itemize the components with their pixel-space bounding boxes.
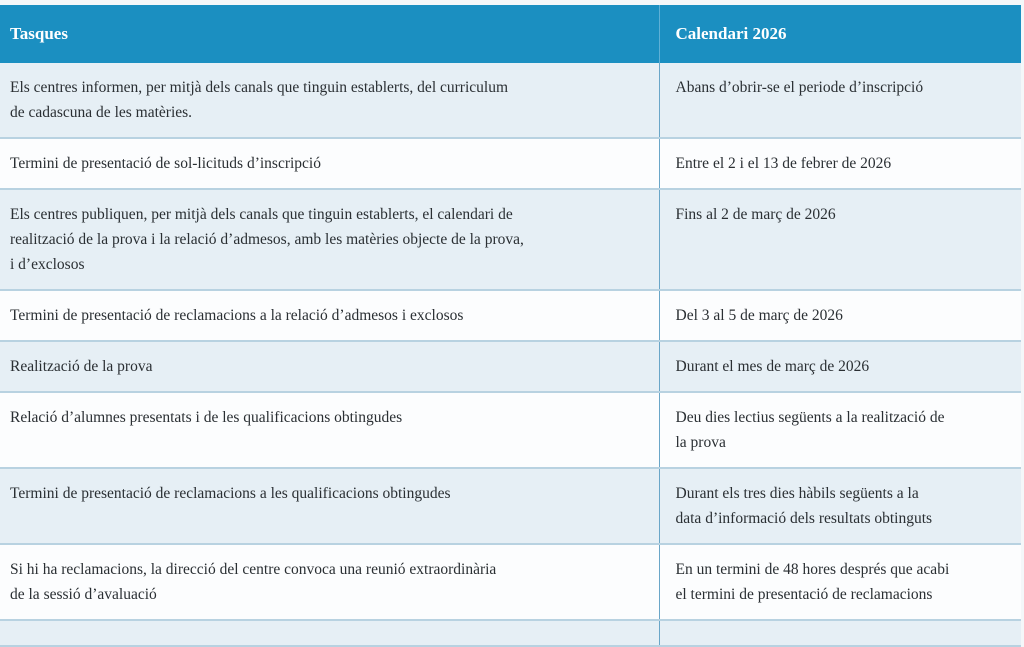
header-row: Tasques Calendari 2026 [0, 5, 1021, 63]
task-cell: Els centres informen, per mitjà dels can… [0, 63, 659, 139]
task-cell: Termini de presentació de sol-licituds d… [0, 138, 659, 190]
date-cell: Abans d’obrir-se el periode d’inscripció [658, 63, 1021, 139]
date-cell: Durant els tres dies hàbils següents a l… [658, 468, 1021, 545]
table-row [0, 620, 1021, 647]
task-cell: Termini de presentació de reclamacions a… [0, 290, 659, 342]
schedule-table-container: Tasques Calendari 2026 Els centres infor… [0, 5, 1021, 647]
table-row: Relació d’alumnes presentats i de les qu… [0, 392, 1021, 469]
table-row: Termini de presentació de reclamacions a… [0, 290, 1021, 342]
schedule-table: Tasques Calendari 2026 Els centres infor… [0, 5, 1021, 647]
table-row: Termini de presentació de sol-licituds d… [0, 138, 1021, 190]
date-cell: Del 3 al 5 de març de 2026 [658, 290, 1021, 342]
task-cell: Realització de la prova [0, 341, 659, 393]
task-cell: Termini de presentació de reclamacions a… [0, 468, 659, 545]
table-row: Els centres informen, per mitjà dels can… [0, 63, 1021, 139]
task-cell: Els centres publiquen, per mitjà dels ca… [0, 189, 659, 291]
table-row: Si hi ha reclamacions, la direcció del c… [0, 544, 1021, 621]
table-row: Termini de presentació de reclamacions a… [0, 468, 1021, 545]
date-cell: En un termini de 48 hores després que ac… [658, 544, 1021, 621]
date-cell: Fins al 2 de març de 2026 [658, 189, 1021, 291]
header-calendari: Calendari 2026 [658, 5, 1021, 63]
date-cell: Entre el 2 i el 13 de febrer de 2026 [658, 138, 1021, 190]
task-cell: Si hi ha reclamacions, la direcció del c… [0, 544, 659, 621]
header-tasques: Tasques [0, 5, 659, 63]
date-cell: Durant el mes de març de 2026 [658, 341, 1021, 393]
date-cell: Deu dies lectius següents a la realitzac… [658, 392, 1021, 469]
table-row: Els centres publiquen, per mitjà dels ca… [0, 189, 1021, 291]
task-cell: Relació d’alumnes presentats i de les qu… [0, 392, 659, 469]
task-cell [0, 620, 659, 647]
table-row: Realització de la prova Durant el mes de … [0, 341, 1021, 393]
date-cell [658, 620, 1021, 647]
